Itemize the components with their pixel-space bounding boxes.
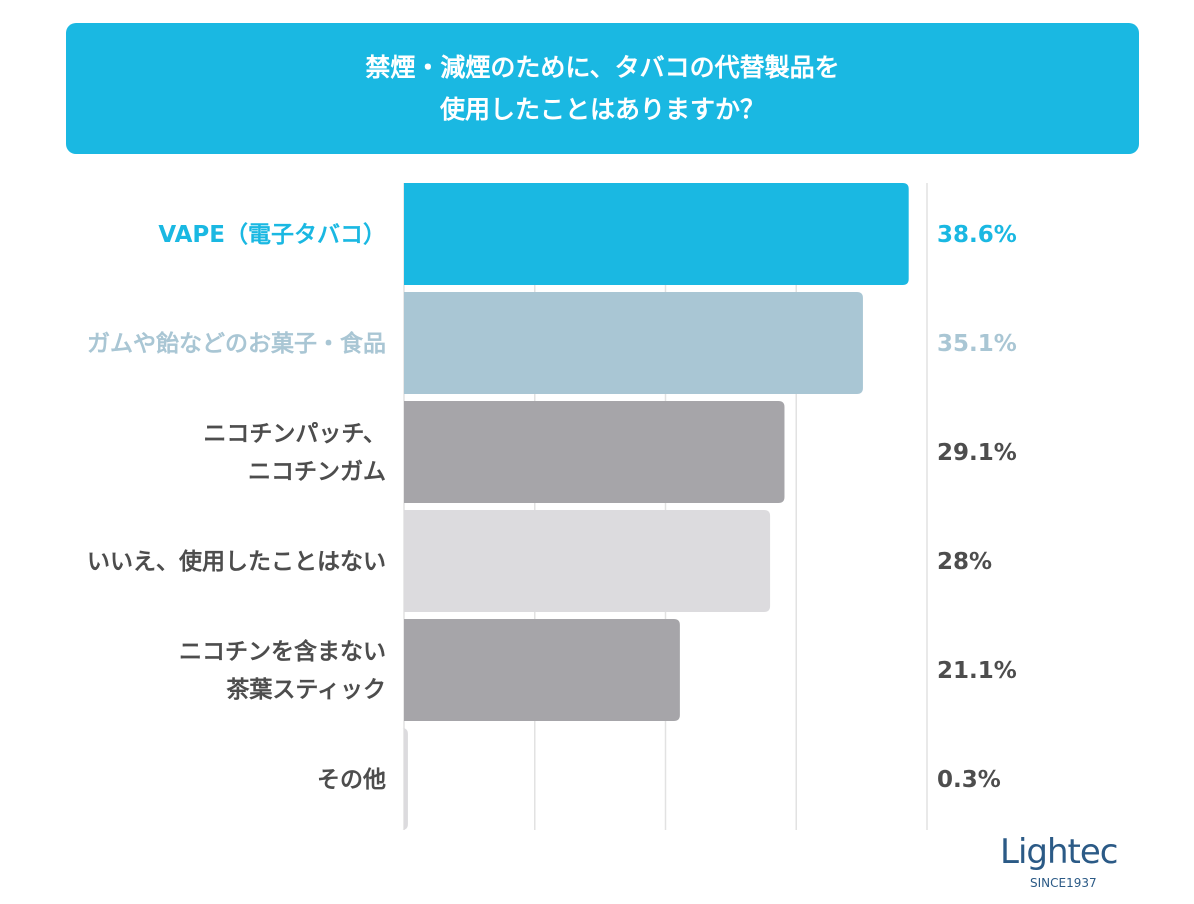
- logo-since: SINCE1937: [1030, 876, 1097, 890]
- bar: [404, 292, 863, 394]
- logo-wordmark: Lightec: [1000, 832, 1118, 872]
- title-line-1: 禁煙・減煙のために、タバコの代替製品を: [365, 52, 840, 82]
- category-label: いいえ、使用したことはない: [87, 549, 386, 575]
- bar: [401, 728, 408, 830]
- category-label: ガムや飴などのお菓子・食品: [87, 330, 386, 357]
- category-label: ニコチンガム: [248, 459, 386, 485]
- category-label: ニコチンを含まない: [179, 638, 386, 665]
- category-label: その他: [317, 767, 386, 793]
- bar: [404, 183, 909, 285]
- category-label: ニコチンパッチ、: [203, 421, 386, 447]
- value-label: 28%: [937, 549, 992, 575]
- value-label: 21.1%: [937, 658, 1017, 684]
- lightec-logo: Lightec SINCE1937: [1000, 834, 1150, 898]
- chart-title-banner: 禁煙・減煙のために、タバコの代替製品を 使用したことはありますか？: [66, 23, 1139, 154]
- value-label: 0.3%: [937, 767, 1001, 793]
- title-line-2: 使用したことはありますか？: [439, 94, 765, 124]
- bar: [404, 510, 771, 612]
- bar: [404, 401, 785, 503]
- bar: [404, 619, 680, 721]
- value-label: 29.1%: [937, 440, 1017, 466]
- category-label: 茶葉スティック: [226, 677, 386, 703]
- value-label: 35.1%: [937, 331, 1017, 357]
- category-label: VAPE（電子タバコ）: [158, 221, 386, 248]
- value-label: 38.6%: [937, 222, 1017, 248]
